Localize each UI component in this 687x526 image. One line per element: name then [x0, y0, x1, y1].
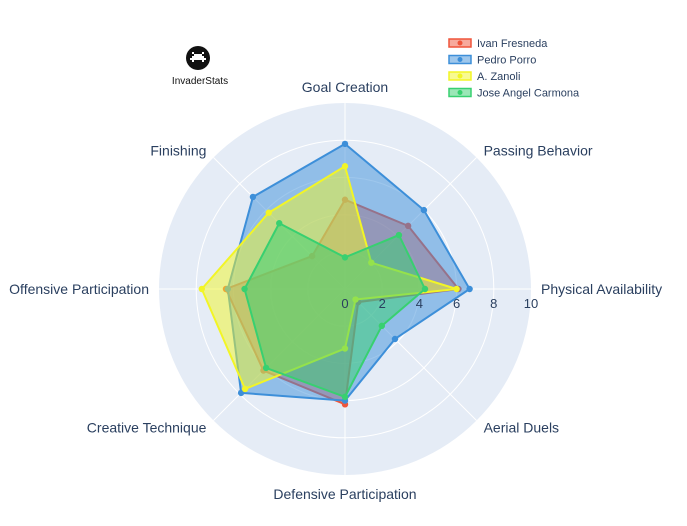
data-point — [237, 389, 245, 397]
axis-label: Passing Behavior — [484, 142, 593, 158]
legend-item[interactable]: A. Zanoli — [448, 71, 520, 83]
radial-tick-label: 4 — [416, 296, 423, 311]
legend-item[interactable]: Pedro Porro — [448, 55, 536, 67]
data-point — [466, 285, 473, 293]
radial-tick-label: 6 — [453, 296, 460, 311]
legend-label: Pedro Porro — [477, 55, 536, 67]
data-point — [395, 231, 403, 239]
data-point — [341, 163, 349, 170]
legend-item[interactable]: Ivan Fresneda — [448, 38, 548, 50]
radial-tick-labels: 0 2 4 6 8 10 — [341, 296, 538, 311]
data-point — [341, 140, 349, 148]
invader-logo-glyph — [190, 52, 206, 62]
legend-marker — [457, 90, 463, 95]
legend-label: A. Zanoli — [477, 71, 520, 83]
data-point — [420, 206, 428, 214]
axis-label: Physical Availability — [541, 281, 662, 297]
legend-item[interactable]: Jose Angel Carmona — [448, 88, 580, 100]
radial-tick-label: 10 — [524, 296, 538, 311]
legend-marker — [457, 40, 463, 46]
data-point — [378, 322, 386, 330]
data-point — [341, 393, 349, 401]
axis-label: Finishing — [150, 142, 206, 158]
axis-label: Aerial Duels — [484, 420, 559, 436]
axis-label: Offensive Participation — [9, 281, 149, 297]
legend[interactable]: Ivan Fresneda Pedro Porro A. Zanoli Jose An… — [448, 38, 580, 100]
data-point — [276, 220, 283, 227]
axis-label: Defensive Participation — [273, 486, 416, 502]
data-point — [198, 285, 205, 293]
invaderstats-logo: InvaderStats — [172, 46, 228, 87]
data-point — [421, 285, 429, 293]
logo-text: InvaderStats — [172, 76, 228, 87]
legend-marker — [457, 57, 463, 62]
data-point — [241, 385, 249, 393]
angular-axis-labels: Physical Availability Passing Behavior Goa… — [9, 79, 662, 502]
radial-tick-label: 2 — [379, 296, 386, 311]
axis-label: Creative Technique — [87, 420, 207, 436]
data-point — [265, 209, 272, 216]
data-point — [241, 285, 248, 293]
data-point — [262, 364, 270, 372]
series-jose-angel-carmona — [241, 220, 429, 401]
axis-label: Goal Creation — [302, 79, 388, 95]
legend-label: Ivan Fresneda — [477, 38, 548, 50]
series-layer — [198, 140, 473, 408]
data-point — [453, 285, 460, 293]
legend-marker — [457, 73, 463, 79]
radial-tick-label: 8 — [490, 296, 497, 311]
radial-tick-label: 0 — [341, 296, 348, 311]
data-point — [341, 254, 349, 261]
legend-label: Jose Angel Carmona — [477, 88, 580, 100]
data-point — [391, 335, 399, 343]
data-point — [249, 193, 257, 201]
